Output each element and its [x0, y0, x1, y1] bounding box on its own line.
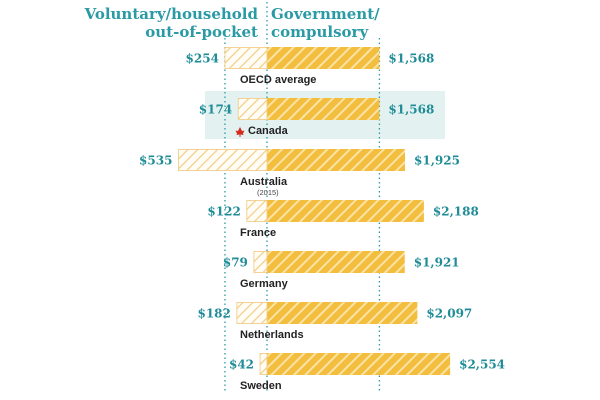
value-label-voluntary-canada: $174 [199, 103, 232, 117]
value-label-government-oecd-average: $1,568 [388, 52, 434, 66]
category-label-france: France [240, 227, 276, 239]
category-label-oecd-average: OECD average [240, 74, 316, 86]
value-label-voluntary-oecd-average: $254 [186, 52, 219, 66]
left-header-line-2: out-of-pocket [145, 23, 258, 41]
chart-row: $1,568 $254 OECD average [186, 47, 434, 86]
category-note-australia: (2015) [257, 188, 279, 197]
bar-voluntary-oecd-average [224, 47, 268, 69]
category-label-germany: Germany [240, 278, 289, 290]
bar-government-sweden [267, 353, 451, 375]
category-label-australia: Australia [240, 176, 288, 188]
bar-voluntary-netherlands [236, 302, 268, 324]
value-label-voluntary-germany: $79 [223, 256, 248, 270]
category-label-sweden: Sweden [240, 380, 282, 392]
bar-government-australia [267, 149, 406, 171]
right-header-line-1: Government/ [271, 5, 380, 23]
right-header-line-2: compulsory [271, 23, 369, 41]
chart-row: $2,554 $42 Sweden [229, 353, 505, 392]
category-label-canada: Canada [248, 125, 289, 137]
chart-row: $1,925 $535 Australia(2015) [139, 149, 460, 197]
maple-leaf-icon [235, 127, 245, 137]
bar-government-oecd-average [267, 47, 380, 69]
value-label-voluntary-sweden: $42 [229, 358, 254, 372]
bar-government-germany [267, 251, 405, 273]
value-label-government-australia: $1,925 [414, 154, 460, 168]
bar-government-netherlands [267, 302, 418, 324]
bar-voluntary-germany [253, 251, 268, 273]
bar-voluntary-france [246, 200, 268, 222]
value-label-government-canada: $1,568 [388, 103, 434, 117]
value-label-government-netherlands: $2,097 [426, 307, 472, 321]
value-label-voluntary-netherlands: $182 [197, 307, 230, 321]
bar-voluntary-australia [178, 149, 268, 171]
bar-government-france [267, 200, 424, 222]
left-header-line-1: Voluntary/household [84, 5, 259, 23]
bar-voluntary-canada [237, 98, 268, 120]
category-label-netherlands: Netherlands [240, 329, 304, 341]
value-label-government-germany: $1,921 [414, 256, 460, 270]
value-label-government-france: $2,188 [433, 205, 479, 219]
chart-row: $1,568 $174 Canada [199, 98, 434, 137]
value-label-government-sweden: $2,554 [459, 358, 505, 372]
bar-voluntary-sweden [259, 353, 268, 375]
value-label-voluntary-australia: $535 [139, 154, 172, 168]
bar-government-canada [267, 98, 380, 120]
value-label-voluntary-france: $122 [207, 205, 240, 219]
chart-row: $1,921 $79 Germany [223, 251, 460, 290]
chart-row: $2,097 $182 Netherlands [197, 302, 472, 341]
